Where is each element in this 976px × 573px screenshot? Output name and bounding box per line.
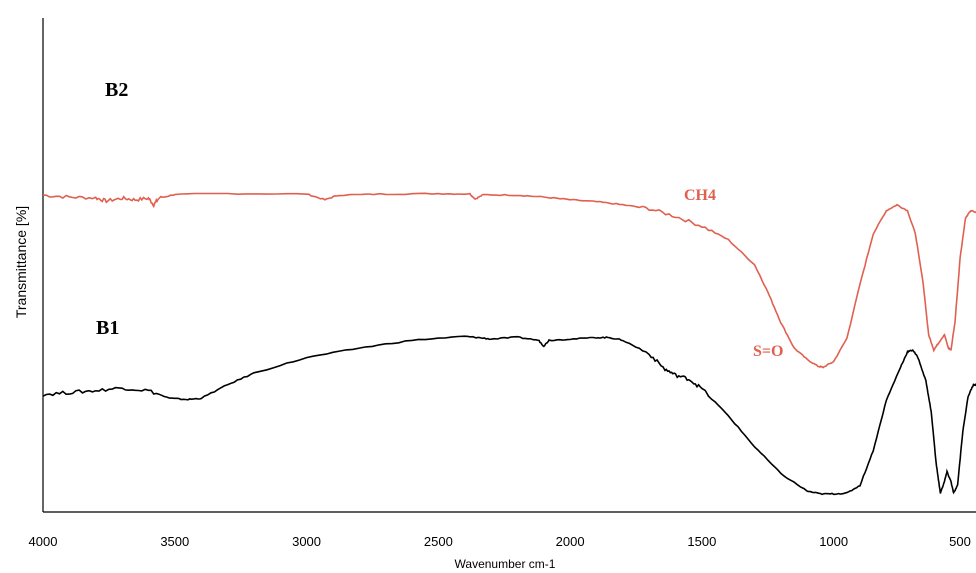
annotation-s-o: S=O <box>753 343 783 360</box>
axes <box>42 18 976 513</box>
series-line-b1 <box>42 335 976 496</box>
x-tick-label: 2500 <box>424 534 453 549</box>
series-label-b2: B2 <box>105 79 128 101</box>
x-tick-label: 1000 <box>819 534 848 549</box>
labels-layer: B2 B1 CH4 S=O <box>96 79 783 360</box>
x-tick-label: 2000 <box>556 534 585 549</box>
x-tick-label: 3000 <box>292 534 321 549</box>
x-tick-label: 1500 <box>687 534 716 549</box>
x-tick-label: 500 <box>949 534 971 549</box>
annotation-ch4: CH4 <box>684 187 716 204</box>
series-label-b1: B1 <box>96 317 119 339</box>
series-line-b2 <box>43 192 976 369</box>
x-tick-label: 3500 <box>160 534 189 549</box>
y-axis-label: Transmittance [%] <box>13 206 29 318</box>
x-tick-label: 4000 <box>29 534 58 549</box>
series-layer <box>42 192 976 496</box>
x-tick-labels: 4000 3500 3000 2500 2000 1500 1000 500 <box>29 534 971 549</box>
x-axis-label: Wavenumber cm-1 <box>455 557 556 571</box>
